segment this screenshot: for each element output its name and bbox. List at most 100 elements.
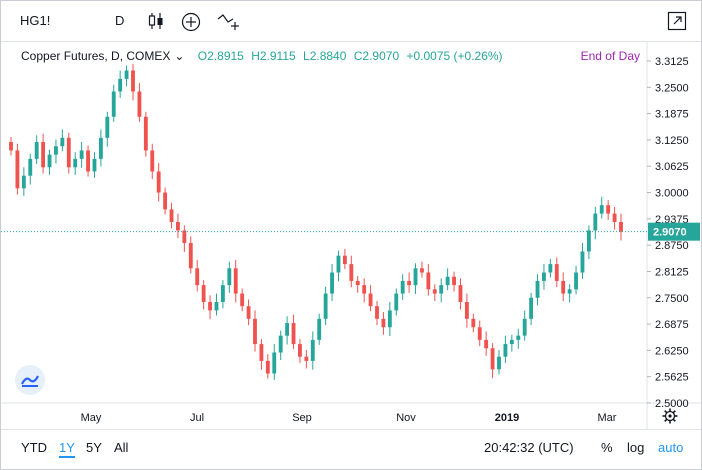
candle-body: [432, 289, 437, 294]
candle-body: [143, 116, 148, 151]
candle-body: [471, 318, 476, 328]
y-tick-label: 3.1875: [655, 109, 689, 121]
candle-body: [619, 222, 623, 232]
candle-body: [503, 344, 508, 357]
candlestick-icon[interactable]: [147, 12, 165, 32]
candle-body: [240, 293, 245, 307]
candle-body: [176, 222, 180, 231]
range-ytd[interactable]: YTD: [21, 440, 47, 455]
tradingview-logo[interactable]: [15, 365, 45, 395]
last-price-tag: [648, 222, 700, 241]
range-all[interactable]: All: [114, 440, 129, 455]
candle-body: [317, 318, 322, 340]
candle-body: [464, 301, 469, 319]
candle-body: [131, 70, 135, 92]
y-tick-label: 2.8750: [655, 240, 689, 252]
candle-body: [73, 158, 78, 168]
popout-icon[interactable]: [667, 11, 687, 31]
candle-body: [445, 276, 450, 286]
x-tick-label: Sep: [292, 412, 312, 424]
auto-toggle[interactable]: auto: [658, 440, 684, 455]
candle-body: [586, 230, 591, 252]
candle-body: [400, 280, 405, 294]
candle-body: [285, 323, 290, 336]
candle-body: [362, 285, 367, 294]
candle-body: [278, 335, 283, 353]
y-tick-label: 3.1250: [655, 135, 689, 147]
x-tick-label: May: [81, 412, 102, 424]
end-of-day-label: End of Day: [580, 49, 640, 63]
candle-body: [105, 116, 110, 138]
candle-body: [47, 154, 52, 168]
candle-body: [375, 306, 379, 319]
candle-body: [118, 78, 123, 92]
legend-high: H2.9115: [251, 49, 296, 63]
last-price-label: 2.9070: [653, 227, 687, 239]
y-tick-label: 2.6875: [655, 319, 689, 331]
candle-body: [298, 344, 302, 357]
candle-body: [561, 280, 566, 294]
candle-body: [272, 352, 277, 374]
legend-low: L2.8840: [303, 49, 347, 63]
candle-body: [439, 285, 444, 294]
candle-body: [9, 142, 13, 151]
candle-body: [169, 209, 174, 223]
candle-body: [291, 323, 296, 345]
candle-body: [509, 339, 514, 345]
candle-body: [188, 243, 193, 269]
candle-body: [41, 142, 46, 168]
candle-body: [342, 255, 347, 265]
range-5y[interactable]: 5Y: [86, 440, 102, 455]
x-tick-label: Nov: [396, 412, 416, 424]
chevron-down-icon[interactable]: ⌄: [174, 49, 185, 63]
candle-body: [220, 285, 225, 302]
x-tick-label: Jul: [190, 412, 204, 424]
indicators-icon[interactable]: [217, 12, 241, 32]
candle-body: [86, 150, 90, 172]
candle-body: [593, 213, 598, 231]
candle-body: [336, 255, 341, 273]
candle-body: [394, 293, 399, 311]
candle-body: [497, 356, 501, 370]
candle-body: [323, 293, 328, 319]
clock-label: 20:42:32 (UTC): [484, 440, 574, 455]
candle-body: [124, 70, 129, 79]
symbol-label[interactable]: HG1!: [20, 13, 51, 28]
candle-body: [253, 318, 257, 345]
price-chart[interactable]: 3.31253.25003.18753.12503.06253.00002.93…: [1, 41, 701, 429]
x-tick-label: Mar: [598, 412, 617, 424]
candle-body: [182, 230, 187, 244]
gear-icon[interactable]: [662, 408, 678, 429]
compare-plus-icon[interactable]: [181, 12, 201, 32]
legend-change: +0.0075 (+0.26%): [406, 49, 503, 63]
y-tick-label: 2.5000: [655, 398, 689, 410]
candle-body: [54, 146, 58, 155]
candle-body: [535, 280, 540, 298]
y-tick-label: 3.2500: [655, 82, 689, 94]
candle-body: [259, 344, 264, 361]
y-tick-label: 3.3125: [655, 56, 689, 68]
candle-body: [79, 150, 84, 159]
candle-body: [574, 272, 578, 290]
range-1y[interactable]: 1Y: [59, 440, 75, 458]
top-toolbar: HG1! D: [1, 1, 701, 42]
legend-title[interactable]: Copper Futures, D, COMEX: [21, 49, 171, 63]
candle-body: [554, 264, 559, 281]
candle-body: [233, 268, 238, 294]
candle-body: [137, 91, 142, 117]
log-toggle[interactable]: log: [627, 440, 645, 455]
candle-body: [21, 175, 26, 189]
candle-body: [34, 142, 39, 159]
candle-body: [542, 272, 546, 281]
candle-body: [567, 289, 572, 294]
percent-toggle[interactable]: %: [601, 440, 613, 455]
y-tick-label: 2.7500: [655, 293, 689, 305]
candle-body: [452, 276, 456, 286]
x-tick-label: 2019: [495, 412, 519, 424]
y-tick-label: 2.6250: [655, 345, 689, 357]
candle-body: [60, 137, 65, 147]
candle-body: [368, 293, 373, 307]
interval-button[interactable]: D: [115, 13, 125, 28]
candle-body: [150, 150, 155, 172]
candle-body: [355, 280, 360, 286]
